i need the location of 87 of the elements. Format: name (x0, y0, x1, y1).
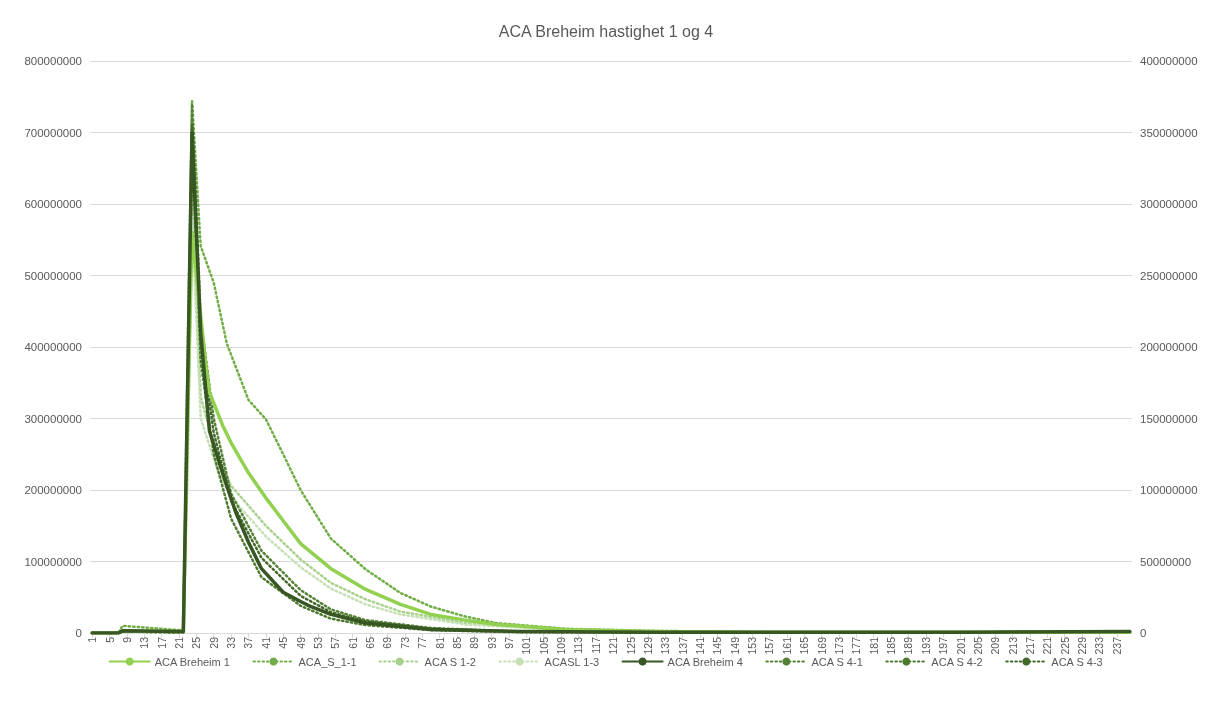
x-tick-label: 85 (450, 636, 463, 649)
x-tick-label: 137 (676, 636, 689, 655)
x-tick-label: 21 (173, 636, 185, 649)
x-tick-label: 37 (242, 636, 255, 649)
x-tick-label: 229 (1076, 636, 1089, 655)
y2-tick-label: 50000000 (1140, 555, 1192, 568)
y-tick-label: 200000000 (24, 484, 82, 496)
y2-tick-label: 100000000 (1140, 484, 1198, 496)
x-tick-label: 125 (624, 636, 637, 655)
x-tick-label: 169 (815, 636, 828, 655)
x-tick-label: 209 (989, 636, 1002, 655)
x-tick-label: 197 (937, 636, 950, 655)
y-tick-label: 400000000 (24, 341, 82, 353)
y2-tick-label: 250000000 (1140, 269, 1198, 282)
legend-label: ACA S 1-2 (424, 655, 476, 668)
y2-tick-label: 0 (1140, 627, 1147, 639)
x-tick-label: 189 (902, 636, 915, 655)
x-tick-label: 165 (798, 636, 811, 655)
x-tick-label: 141 (694, 636, 706, 655)
y-tick-label: 100000000 (24, 555, 82, 568)
x-tick-label: 181 (867, 636, 880, 655)
x-tick-label: 97 (502, 636, 515, 649)
x-tick-label: 29 (207, 636, 220, 649)
legend-label: ACA S 4-1 (811, 655, 863, 668)
y-tick-label: 600000000 (24, 198, 82, 210)
x-tick-label: 213 (1006, 636, 1019, 655)
x-tick-label: 117 (589, 636, 602, 654)
x-tick-label: 9 (120, 636, 133, 643)
x-tick-label: 129 (641, 636, 654, 655)
x-tick-label: 25 (190, 636, 203, 649)
x-tick-label: 93 (485, 636, 498, 649)
x-tick-label: 153 (746, 636, 759, 655)
x-tick-label: 17 (155, 636, 168, 649)
x-tick-label: 161 (780, 636, 793, 655)
y-tick-label: 300000000 (24, 412, 82, 425)
legend-label: ACASL 1-3 (544, 655, 600, 668)
x-tick-label: 201 (954, 636, 967, 655)
legend-label: ACA Breheim 4 (667, 655, 743, 668)
x-tick-label: 49 (294, 636, 307, 649)
y2-tick-label: 300000000 (1140, 198, 1198, 210)
x-tick-label: 53 (311, 636, 324, 649)
y2-tick-label: 200000000 (1140, 341, 1198, 353)
y-tick-label: 800000000 (24, 55, 82, 67)
x-tick-label: 217 (1023, 636, 1036, 655)
x-tick-label: 101 (520, 636, 533, 655)
x-tick-label: 177 (850, 636, 863, 655)
x-tick-label: 45 (277, 636, 290, 649)
legend-label: ACA Breheim 1 (154, 655, 230, 668)
x-tick-label: 237 (1110, 636, 1123, 655)
x-tick-label: 105 (537, 636, 550, 655)
x-tick-label: 173 (832, 636, 845, 655)
y-tick-label: 700000000 (24, 126, 82, 139)
y-tick-label: 500000000 (24, 269, 82, 282)
legend-label: ACA S 4-3 (1051, 655, 1103, 668)
chart-title: ACA Breheim hastighet 1 og 4 (498, 22, 714, 40)
x-tick-label: 69 (381, 636, 394, 649)
y2-tick-label: 350000000 (1140, 126, 1198, 139)
x-tick-label: 233 (1093, 636, 1106, 655)
x-tick-label: 77 (416, 636, 429, 649)
x-tick-label: 13 (138, 636, 151, 649)
y-tick-label: 0 (75, 627, 82, 639)
x-tick-label: 73 (398, 636, 411, 649)
legend-label: ACA S 4-2 (931, 655, 983, 668)
x-tick-label: 225 (1058, 636, 1071, 655)
x-tick-label: 157 (763, 636, 776, 655)
x-tick-label: 205 (971, 636, 984, 655)
y2-tick-label: 400000000 (1140, 55, 1198, 67)
x-tick-label: 145 (711, 636, 724, 655)
x-tick-label: 33 (225, 636, 238, 649)
x-tick-label: 89 (468, 636, 481, 649)
legend-label: ACA_S_1-1 (298, 655, 357, 668)
x-tick-label: 5 (103, 636, 116, 643)
x-tick-label: 109 (555, 636, 568, 655)
x-tick-label: 1 (86, 636, 99, 643)
y2-tick-label: 150000000 (1140, 412, 1198, 425)
x-tick-label: 121 (607, 636, 620, 655)
x-tick-label: 221 (1041, 636, 1054, 655)
x-tick-label: 193 (919, 636, 932, 655)
x-tick-label: 185 (885, 636, 898, 655)
x-tick-label: 113 (572, 636, 585, 654)
x-tick-label: 81 (433, 636, 446, 649)
x-tick-label: 149 (728, 636, 741, 655)
x-tick-label: 57 (329, 636, 342, 649)
x-tick-label: 133 (659, 636, 672, 655)
x-tick-label: 61 (346, 636, 359, 649)
x-tick-label: 41 (259, 636, 272, 649)
x-tick-label: 65 (364, 636, 377, 649)
